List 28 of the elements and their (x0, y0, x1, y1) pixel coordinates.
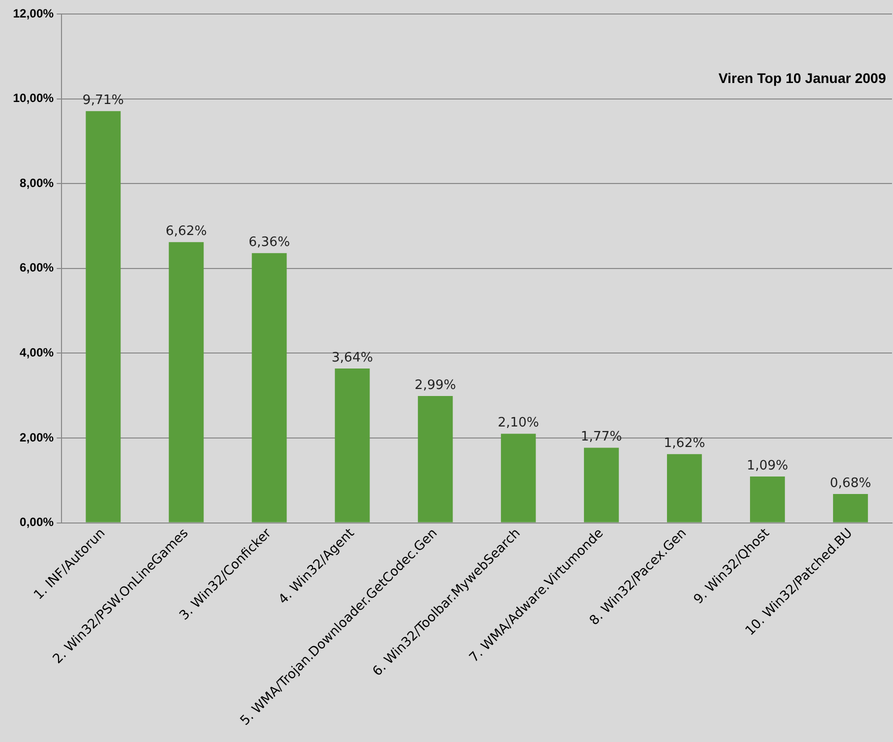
text: Viren Top 10 Januar 2009 (718, 70, 886, 86)
y-tick-label: 2,00% (20, 430, 54, 444)
data-label: 1,77% (580, 430, 622, 445)
y-tick-label: 6,00% (20, 260, 54, 275)
data-label: 9,71% (82, 92, 124, 108)
data-label: 3,64% (332, 350, 373, 366)
bar (418, 396, 453, 522)
bar (86, 111, 121, 522)
data-label: 6,62% (166, 224, 207, 239)
data-label: 2,99% (414, 378, 456, 393)
data-label: 1,09% (746, 458, 788, 474)
data-label: 0,68% (830, 476, 872, 491)
bar (334, 368, 370, 522)
bar (252, 253, 287, 522)
y-tick-label: 8,00% (20, 176, 54, 190)
data-label: 2,10% (498, 416, 540, 431)
data-label: 1,62% (664, 436, 706, 451)
y-tick-label: 4,00% (20, 345, 54, 360)
data-label: 6,36% (248, 234, 290, 250)
bar (666, 454, 702, 522)
y-tick-label: 0,00% (20, 515, 54, 530)
bar (833, 494, 868, 522)
y-tick-label: 10,00% (12, 91, 54, 106)
bar (168, 242, 204, 522)
bar (750, 476, 785, 522)
y-tick-label: 12,00% (12, 6, 54, 20)
bar (500, 434, 536, 522)
bar (584, 448, 619, 522)
